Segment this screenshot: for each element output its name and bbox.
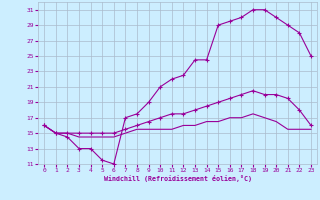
X-axis label: Windchill (Refroidissement éolien,°C): Windchill (Refroidissement éolien,°C): [104, 175, 252, 182]
